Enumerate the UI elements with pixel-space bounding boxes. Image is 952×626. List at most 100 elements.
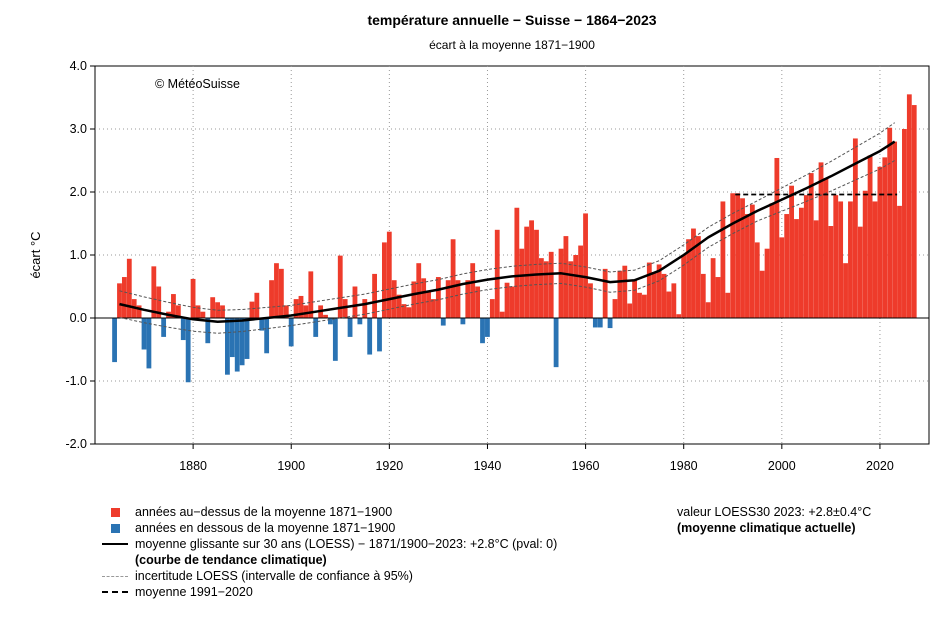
y-tick-label: 2.0 — [70, 185, 87, 199]
x-tick-label: 1880 — [179, 459, 207, 473]
bar-1979 — [676, 314, 682, 318]
bar-1908 — [328, 318, 333, 325]
bar-1917 — [372, 273, 377, 318]
x-tick-label: 1900 — [277, 459, 305, 473]
bar-1878 — [180, 318, 186, 341]
bar-1952 — [543, 261, 549, 318]
bar-1960 — [583, 213, 588, 318]
y-axis-label: écart °C — [28, 231, 43, 278]
bar-1935 — [460, 318, 466, 325]
legend-item-above: années au−dessus de la moyenne 1871−1900 — [95, 504, 557, 520]
blue-swatch-icon — [110, 523, 120, 533]
legend-item-below: années en dessous de la moyenne 1871−190… — [95, 520, 557, 536]
bar-1956 — [563, 236, 569, 318]
bar-1872 — [151, 266, 157, 318]
bar-1965 — [607, 318, 613, 329]
dashed-line-icon — [102, 591, 128, 593]
bar-2014 — [848, 201, 853, 318]
bar-1918 — [377, 318, 382, 352]
bar-1889 — [234, 318, 240, 372]
bar-1865 — [117, 283, 122, 318]
bar-1937 — [470, 263, 476, 318]
bar-1943 — [499, 311, 505, 318]
chart-subtitle: écart à la moyenne 1871−1900 — [429, 38, 595, 52]
bar-1975 — [656, 264, 662, 318]
legend-item-mean: moyenne 1991−2020 — [95, 584, 557, 600]
bar-1886 — [220, 305, 225, 318]
axes: 4.0 3.0 2.0 1.0 0.0 -1.0 -2.0 1880 1900 1920 1940 1… — [65, 59, 893, 473]
bar-1940 — [485, 318, 490, 337]
bar-1932 — [445, 280, 451, 318]
bar-1972 — [642, 294, 647, 318]
bar-2019 — [872, 201, 878, 318]
bar-1869 — [136, 305, 142, 318]
y-tick-label: 1.0 — [70, 248, 87, 262]
bar-1999 — [774, 157, 780, 318]
grid — [95, 66, 929, 444]
solid-line-icon — [102, 543, 128, 545]
legend: années au−dessus de la moyenne 1871−1900… — [95, 504, 557, 600]
bar-1974 — [651, 272, 657, 318]
trend-line — [119, 140, 896, 324]
bar-1939 — [480, 318, 485, 344]
bar-1991 — [735, 193, 741, 318]
dotted-line-icon — [102, 575, 128, 577]
loess-note: valeur LOESS30 2023: +2.8±0.4°C (moyenne… — [677, 504, 871, 536]
bar-1990 — [730, 193, 736, 318]
y-tick-label: 4.0 — [70, 59, 87, 73]
bar-1914 — [357, 318, 363, 325]
bars — [112, 94, 917, 383]
bar-1987 — [715, 277, 721, 318]
bar-2012 — [838, 201, 844, 318]
red-swatch-icon — [110, 507, 120, 517]
uncertainty-upper-line — [119, 122, 895, 311]
bar-2007 — [813, 220, 819, 318]
bar-1931 — [440, 318, 446, 326]
legend-item-trend: moyenne glissante sur 30 ans (LOESS) − 1… — [95, 536, 557, 552]
bar-1900 — [288, 318, 294, 347]
bar-1898 — [278, 268, 284, 318]
bar-1910 — [337, 255, 343, 318]
bar-1924 — [406, 307, 412, 318]
bar-1922 — [396, 294, 402, 318]
bar-1907 — [323, 314, 328, 318]
bar-2002 — [789, 185, 794, 318]
bar-2008 — [818, 162, 824, 318]
x-tick-label: 1940 — [474, 459, 502, 473]
bar-1899 — [283, 305, 289, 318]
bar-1901 — [293, 299, 299, 318]
y-tick-label: -1.0 — [65, 374, 87, 388]
bar-1880 — [190, 278, 196, 318]
bar-1958 — [573, 255, 579, 318]
bar-1946 — [514, 207, 520, 318]
bar-1929 — [431, 299, 436, 318]
bar-1949 — [529, 220, 534, 318]
bar-1996 — [759, 270, 765, 318]
bar-1969 — [627, 303, 633, 318]
bar-2015 — [852, 138, 858, 318]
bar-1894 — [259, 318, 265, 331]
y-tick-label: 3.0 — [70, 122, 87, 136]
bar-1986 — [710, 258, 716, 318]
bar-1988 — [720, 201, 726, 318]
bar-2005 — [803, 195, 809, 318]
bar-1998 — [769, 203, 775, 318]
bar-1995 — [754, 242, 760, 318]
legend-label-uncertainty: incertitude LOESS (intervalle de confian… — [135, 569, 413, 583]
bar-1926 — [416, 263, 422, 318]
bar-1874 — [161, 318, 167, 337]
bar-1970 — [632, 280, 637, 318]
bar-1942 — [494, 229, 500, 318]
bar-2020 — [877, 166, 883, 318]
bar-1993 — [745, 214, 750, 318]
bar-1927 — [421, 278, 427, 318]
bar-1897 — [274, 263, 279, 318]
bar-2023 — [892, 141, 898, 318]
bar-1966 — [612, 299, 618, 318]
y-tick-label: 0.0 — [70, 311, 87, 325]
bar-1957 — [568, 261, 574, 318]
bar-1871 — [146, 318, 152, 369]
bar-1884 — [210, 297, 216, 318]
bar-1933 — [450, 239, 456, 318]
